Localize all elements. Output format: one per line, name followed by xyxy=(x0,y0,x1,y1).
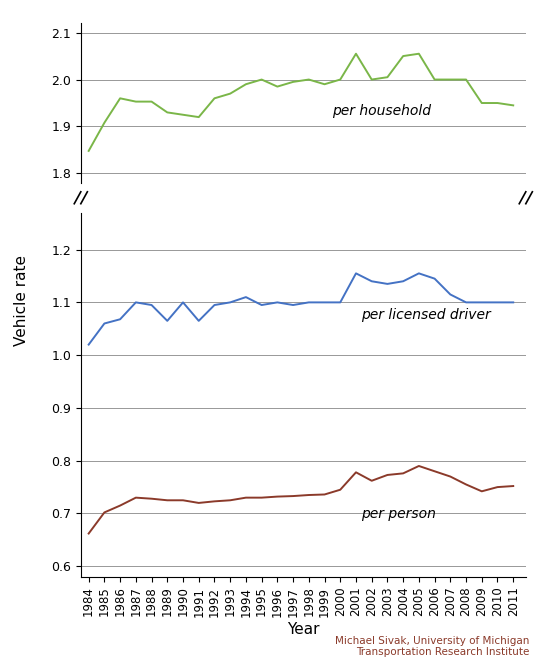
X-axis label: Year: Year xyxy=(287,622,319,637)
Text: Vehicle rate: Vehicle rate xyxy=(14,255,29,345)
Text: Michael Sivak, University of Michigan: Michael Sivak, University of Michigan xyxy=(335,636,530,646)
Text: Transportation Research Institute: Transportation Research Institute xyxy=(356,647,530,657)
Text: per person: per person xyxy=(361,507,436,520)
Text: per licensed driver: per licensed driver xyxy=(361,308,490,322)
Text: per household: per household xyxy=(333,103,431,118)
